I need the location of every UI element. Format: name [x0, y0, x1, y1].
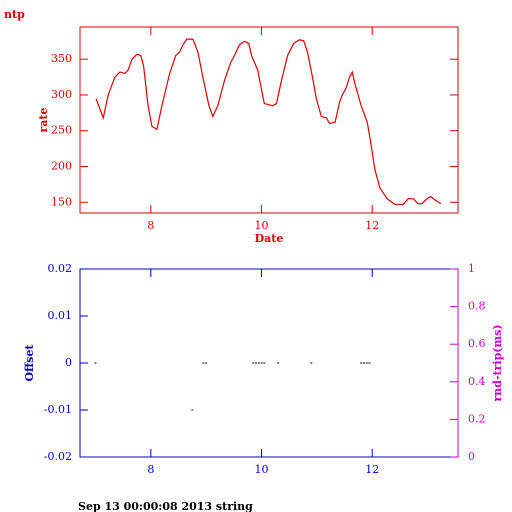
chart-title: ntp	[4, 8, 25, 21]
data-point	[202, 362, 205, 364]
data-point	[277, 362, 280, 364]
data-point	[360, 362, 363, 364]
x-tick-label: 12	[365, 219, 379, 232]
data-point	[368, 362, 371, 364]
plot-frame	[79, 268, 459, 458]
x-tick-label: 8	[147, 463, 154, 476]
y2-axis-label: rnd-trip(ms)	[491, 324, 504, 401]
y2-tick-label: 0.6	[468, 337, 486, 350]
data-point	[257, 362, 260, 364]
y-tick-label: 0	[65, 356, 72, 369]
data-point	[362, 362, 365, 364]
y-tick-label: 150	[51, 195, 72, 208]
y-tick-label: 0.02	[48, 262, 73, 275]
data-point	[310, 362, 313, 364]
y-tick-label: 250	[51, 124, 72, 137]
y-tick-label: 200	[51, 160, 72, 173]
data-point	[365, 362, 368, 364]
y-tick-label: -0.01	[44, 403, 72, 416]
x-tick-label: 10	[255, 219, 269, 232]
data-point	[252, 362, 255, 364]
y2-tick-label: 0.2	[468, 412, 486, 425]
y-tick-label: 0.01	[48, 309, 73, 322]
y2-tick-label: 0	[468, 450, 475, 463]
x-tick-label: 12	[365, 463, 379, 476]
plot-frame	[79, 26, 459, 214]
y-tick-label: 300	[51, 88, 72, 101]
data-point	[94, 362, 97, 364]
x-tick-label: 8	[147, 219, 154, 232]
y2-tick-label: 1	[468, 262, 475, 275]
data-point	[205, 362, 208, 364]
data-point	[263, 362, 266, 364]
data-point	[191, 409, 194, 411]
y2-tick-label: 0.8	[468, 300, 486, 313]
y-tick-label: 350	[51, 52, 72, 65]
data-point	[260, 362, 263, 364]
y-axis-label: Offset	[23, 344, 36, 382]
y2-tick-label: 0.4	[468, 375, 486, 388]
y-tick-label: -0.02	[44, 450, 72, 463]
data-point	[254, 362, 257, 364]
footer: Sep 13 00:00:08 2013 string	[78, 500, 253, 512]
x-axis-label: Date	[255, 232, 284, 245]
data-line	[95, 38, 442, 206]
y-axis-label: rate	[37, 107, 50, 132]
x-tick-label: 10	[255, 463, 269, 476]
